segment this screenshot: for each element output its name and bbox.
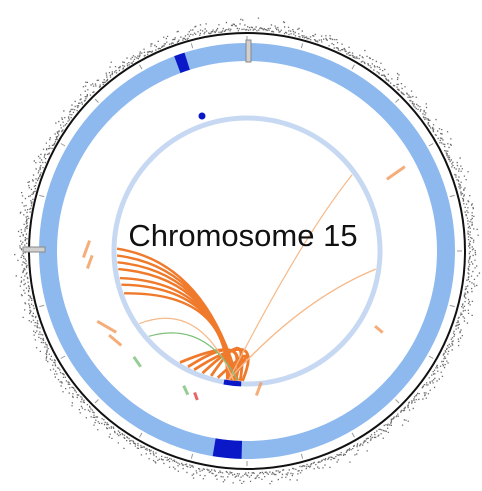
link-arc-hub [193,347,250,382]
link-arc-faint [228,268,376,381]
link-arc-main [124,292,229,380]
tick-mark [60,143,66,147]
tick-mark [300,43,304,49]
tick-mark [395,399,400,404]
gene-label-mark [108,334,123,347]
link-arcs [116,174,376,382]
gene-label-mark [374,325,384,334]
tick-mark [39,304,45,308]
inner-ring-highlight [223,379,242,387]
tick-mark [428,355,434,359]
tick-mark [39,194,45,198]
tick-mark [190,43,194,49]
link-arc-green [148,332,239,381]
gene-label-mark [193,392,199,401]
tick-mark [351,64,355,70]
chart-title: Chromosome 15 [128,218,357,253]
tick-mark [94,98,99,103]
inner-ring [111,115,383,387]
tick-mark [351,432,355,438]
band-marker-top [245,39,252,63]
link-arc-faint [228,174,353,381]
ideogram-band-highlight-top [174,52,190,74]
gene-label-marks [81,165,406,401]
inner-ring-dot [198,112,206,120]
tick-mark [449,194,455,198]
tick-mark [94,399,99,404]
tick-mark [60,355,66,359]
tick-mark [300,453,304,459]
tick-mark [449,304,455,308]
gene-label-mark [132,356,142,368]
gene-label-mark [96,320,118,334]
tick-marks [32,36,462,466]
tick-mark [395,98,400,103]
gene-label-mark [386,165,406,181]
gene-label-mark [182,385,190,396]
tick-mark [428,143,434,147]
link-arc-faint [139,317,234,381]
ideogram-band-highlight-bottom [212,438,243,459]
tick-mark [190,453,194,459]
tick-mark [139,432,143,438]
band-marker-left [22,246,46,253]
tick-mark [139,64,143,70]
gene-label-mark [81,240,91,259]
gene-label-mark [85,254,94,270]
gene-label-mark [255,381,263,397]
